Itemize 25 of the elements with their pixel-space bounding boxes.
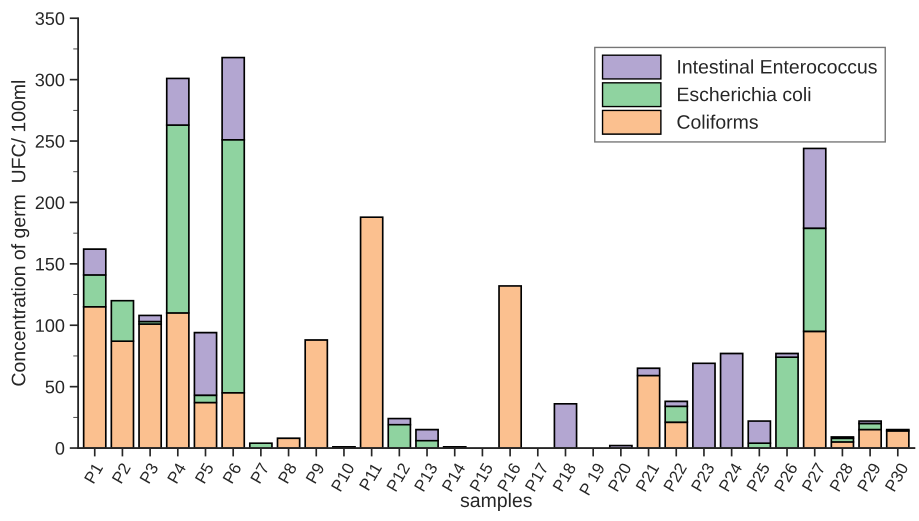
y-tick-label: 50 bbox=[46, 380, 64, 394]
x-tick-label: P3 bbox=[139, 462, 159, 484]
y-tick-label: 200 bbox=[36, 196, 64, 210]
x-axis-title: samples bbox=[460, 492, 532, 512]
y-tick-label: 250 bbox=[36, 134, 64, 148]
y-tick-label: 100 bbox=[36, 319, 64, 332]
x-tick-label: P7 bbox=[250, 462, 270, 484]
legend-label: Escherichia coli bbox=[678, 86, 810, 102]
x-tick-label: P5 bbox=[194, 462, 214, 484]
x-tick-label: P6 bbox=[222, 462, 242, 484]
y-tick-label: 350 bbox=[35, 12, 64, 25]
x-tick-label: P9 bbox=[306, 462, 325, 484]
y-tick-label: 0 bbox=[56, 442, 64, 455]
x-tick-label: P21 bbox=[635, 462, 660, 492]
x-tick-label: P 19 bbox=[579, 462, 606, 496]
y-tick-label: 300 bbox=[35, 74, 64, 86]
x-tick-label: P4 bbox=[167, 462, 186, 484]
y-axis-title: Concentration of germ UFC/ 100ml bbox=[11, 80, 30, 386]
y-tick-label: 150 bbox=[36, 258, 64, 271]
legend-label: Intestinal Enterococcus bbox=[678, 59, 877, 74]
x-tick-label: P11 bbox=[359, 462, 382, 491]
x-tick-label: P8 bbox=[278, 462, 298, 484]
x-tick-label: P2 bbox=[112, 462, 131, 484]
legend-label: Coliforms bbox=[677, 114, 758, 129]
x-tick-label: P1 bbox=[84, 462, 104, 484]
